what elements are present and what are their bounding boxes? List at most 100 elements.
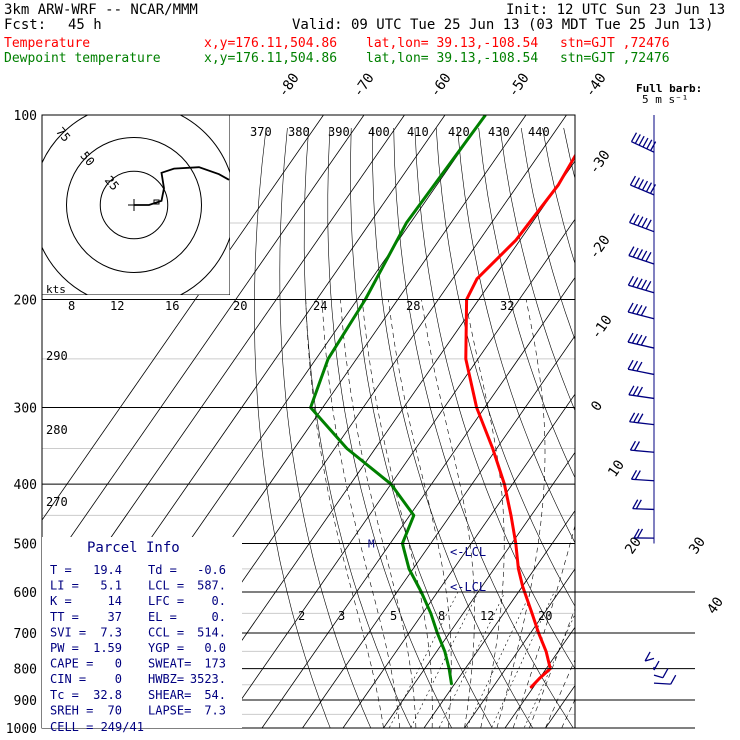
parcel-info-value: 0 [115,657,122,671]
isotherm-label: 20 [622,534,645,557]
wind-barb [653,668,669,679]
isotherm-label: -50 [505,70,533,100]
valid-time: Valid: 09 UTC Tue 25 Jun 13 (03 MDT Tue … [292,17,714,33]
model-title: 3km ARW-WRF -- NCAR/MMM [4,2,198,18]
isotherm-label: 40 [704,594,727,617]
theta-e-label: 12 [110,299,124,313]
parcel-info-label: LI = [50,579,79,593]
plot-frame [41,114,576,729]
barb-legend: Full barb: [636,82,702,95]
wind-barb [630,469,655,482]
parcel-info-label: HWBZ= [148,672,184,686]
theta-label: 420 [448,125,470,139]
theta-e-label: 20 [233,299,247,313]
parcel-info-value: 0 [115,672,122,686]
wind-barb [633,528,655,539]
pressure-tick-label: 200 [14,294,37,309]
temperature-latlon: lat,lon= 39.13,-108.54 [366,36,539,51]
dewpoint-point [405,222,407,224]
dewpoint-station: stn=GJT ,72476 [560,51,670,66]
temperature-point [517,568,520,570]
wind-barb [627,359,655,376]
parcel-info-value: 0. [212,610,226,624]
pressure-tick-label: 500 [14,537,37,552]
parcel-info-value: 32.8 [93,688,122,702]
mixing-ratio-label: 3 [338,609,345,623]
parcel-info-label: LAPSE= [148,703,191,717]
hodograph-trace [134,166,230,206]
wind-barb [632,499,655,511]
dewpoint-point [408,568,410,570]
temperature-point [492,447,494,450]
parcel-info-label: Tc = [50,688,79,702]
mixing-ratio-label: 8 [438,609,445,623]
theta-label: 410 [407,125,429,139]
temperature-point [465,358,467,360]
pressure-tick-label: 400 [14,478,37,493]
isotherm-label: -80 [275,70,303,100]
parcel-info-value: -0.6 [197,563,226,577]
pressure-tick-label: 900 [14,694,37,709]
mixing-ratio-label: 5 [390,609,397,623]
parcel-info-label: SWEAT= [148,657,191,671]
wind-barb [653,674,677,685]
pressure-tick-label: 600 [14,586,37,601]
parcel-info-value: 0. [212,594,226,608]
parcel-info-label: T = [50,563,72,577]
dewpoint-line [309,115,487,685]
isotherm-label: 0 [588,398,606,414]
temperature-point [538,677,541,680]
parcel-info-label: EL = [148,610,177,624]
wind-barb [628,213,655,233]
wind-barb [629,175,657,196]
parcel-info-value: 514. [197,625,226,639]
mixing-ratio-label: 2 [298,609,305,623]
wind-barb [627,302,655,320]
parcel-info-box [42,537,242,728]
parcel-info-label: SREH = [50,703,93,717]
dewpoint-point [444,650,446,653]
parcel-info-label: SHEAR= [148,688,191,702]
temperature-point [545,650,547,653]
theta-label: 370 [250,125,272,139]
parcel-info-label: TT = [50,610,79,624]
isotherm-label: -10 [588,312,616,342]
parcel-info-label: CCL = [148,625,184,639]
dewpoint-point [346,447,348,450]
lcl-marker: <-LCL [450,545,486,559]
theta-label: 430 [488,125,510,139]
forecast-label: Fcst: [4,17,47,33]
theta-label: 390 [328,125,350,139]
temperature-point [557,184,560,186]
hodograph [42,115,230,295]
parcel-info-value: 19.4 [93,563,122,577]
parcel-info-label: PW = [50,641,79,655]
pressure-tick-label: 800 [14,663,37,678]
parcel-info-value: 3523. [190,672,226,686]
isotherm-label: -40 [582,70,610,100]
parcel-info-value: 54. [204,688,226,702]
isotherm-label: 30 [686,534,709,557]
parcel-info-label: Td = [148,563,177,577]
theta-label-mid: 280 [46,423,68,437]
dewpoint-latlon: lat,lon= 39.13,-108.54 [366,51,539,66]
parcel-info-value: 173 [204,657,226,671]
dewpoint-point [413,514,415,517]
pressure-tick-label: 100 [14,109,37,124]
theta-e-label: 28 [406,299,420,313]
wind-barb [627,332,655,349]
mixing-ratio-label: 12 [480,609,494,623]
isotherm-label: -70 [350,70,378,100]
lcl-marker: <-LCL [450,580,486,594]
temperature-legend: Temperature [4,36,91,51]
sounding-mark: M [368,537,375,550]
temperature-point [510,514,512,517]
dewpoint-point [451,684,453,686]
parcel-info-label: CIN = [50,672,86,686]
parcel-info-value: 37 [108,610,122,624]
parcel-info-label: CAPE = [50,657,93,671]
parcel-info-value: 0.0 [204,641,226,655]
parcel-info-value: 7.3 [204,703,226,717]
